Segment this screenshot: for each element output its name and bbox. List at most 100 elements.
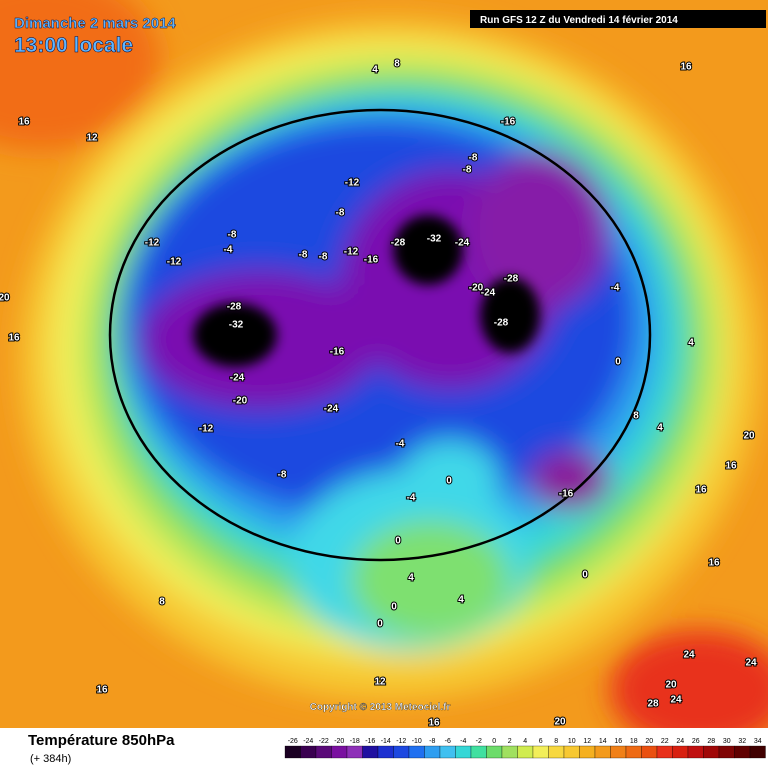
contour-label: 16 (428, 718, 440, 729)
colorbar-label: 18 (630, 738, 638, 745)
colorbar-cell (517, 745, 534, 759)
colorbar-label: 2 (508, 738, 512, 745)
colorbar-cell (424, 745, 441, 759)
colorbar-label: -12 (396, 738, 406, 745)
colorbar-cell (734, 745, 751, 759)
colorbar-label: 8 (554, 738, 558, 745)
contour-label: -12 (167, 257, 182, 268)
contour-label: 4 (458, 595, 464, 606)
zero-isotherm (108, 108, 652, 562)
colorbar-cell (579, 745, 596, 759)
contour-label: -28 (504, 274, 519, 285)
lead-time: (+ 384h) (30, 753, 71, 765)
colorbar-label: 10 (568, 738, 576, 745)
colorbar-label: 28 (707, 738, 715, 745)
colorbar-label: -8 (429, 738, 435, 745)
contour-label: -20 (233, 396, 248, 407)
colorbar-cell (284, 745, 301, 759)
date: Dimanche 2 mars 2014 (14, 15, 176, 32)
colorbar-label: -26 (288, 738, 298, 745)
colorbar-cell (362, 745, 379, 759)
colorbar-label: -2 (476, 738, 482, 745)
contour-label: 0 (446, 476, 452, 487)
contour-label: 24 (745, 658, 757, 669)
contour-label: -16 (501, 117, 516, 128)
contour-label: -12 (345, 178, 360, 189)
local-time: 13:00 locale (14, 34, 133, 57)
contour-label: -8 (319, 252, 328, 263)
colorbar-label: 24 (676, 738, 684, 745)
contour-label: 0 (377, 619, 383, 630)
colorbar-cell (656, 745, 673, 759)
colorbar-label: -16 (365, 738, 375, 745)
colorbar-cell (315, 745, 332, 759)
colorbar-label: -6 (445, 738, 451, 745)
colorbar-label: 30 (723, 738, 731, 745)
contour-label: -4 (396, 439, 405, 450)
colorbar-cell (377, 745, 394, 759)
colorbar-cell (610, 745, 627, 759)
colorbar-cell (703, 745, 720, 759)
colorbar-label: 34 (754, 738, 762, 745)
colorbar-cell (408, 745, 425, 759)
contour-label: 20 (554, 717, 566, 728)
colorbar-label: -14 (381, 738, 391, 745)
colorbar-cell (641, 745, 658, 759)
contour-label: 20 (743, 431, 755, 442)
run-info: Run GFS 12 Z du Vendredi 14 février 2014 (480, 15, 678, 26)
contour-label: -24 (324, 404, 339, 415)
colorbar-cell (501, 745, 518, 759)
contour-label: -12 (344, 247, 359, 258)
contour-label: 24 (670, 695, 682, 706)
contour-label: 16 (725, 461, 737, 472)
colorbar-label: -22 (319, 738, 329, 745)
contour-label: -16 (559, 489, 574, 500)
contour-label: -4 (611, 283, 620, 294)
contour-label: 16 (680, 62, 692, 73)
contour-label: 16 (96, 685, 108, 696)
colorbar-label: -10 (412, 738, 422, 745)
colorbar-cell (300, 745, 317, 759)
colorbar-label: -20 (334, 738, 344, 745)
contour-label: -8 (336, 208, 345, 219)
contour-label: 20 (665, 680, 677, 691)
contour-label: 4 (657, 423, 663, 434)
colorbar-cell (346, 745, 363, 759)
contour-label: -16 (364, 255, 379, 266)
contour-label: -20 (469, 283, 484, 294)
contour-label: 12 (374, 677, 386, 688)
contour-label: -24 (481, 288, 496, 299)
colorbar-cell (672, 745, 689, 759)
colorbar-label: 4 (523, 738, 527, 745)
colorbar-cell (470, 745, 487, 759)
colorbar-label: 26 (692, 738, 700, 745)
footer-title: Température 850hPa (28, 732, 175, 749)
colorbar-cell (718, 745, 735, 759)
contour-label: -32 (427, 234, 442, 245)
colorbar-label: 14 (599, 738, 607, 745)
colorbar-label: 6 (539, 738, 543, 745)
contour-label: -32 (229, 320, 244, 331)
colorbar-cell (749, 745, 766, 759)
colorbar-cell (455, 745, 472, 759)
contour-label: -28 (227, 302, 242, 313)
colorbar-label: 0 (492, 738, 496, 745)
colorbar-cell (331, 745, 348, 759)
colorbar-cell (625, 745, 642, 759)
contour-label: 8 (159, 597, 165, 608)
colorbar-cell (594, 745, 611, 759)
contour-label: 20 (0, 293, 10, 304)
contour-label: 0 (391, 602, 397, 613)
colorbar-cell (548, 745, 565, 759)
contour-label: 4 (372, 65, 378, 76)
contour-label: 28 (647, 699, 659, 710)
contour-label: -8 (228, 230, 237, 241)
contour-label: 16 (708, 558, 720, 569)
colorbar-label: 32 (738, 738, 746, 745)
contour-label: 8 (633, 411, 639, 422)
contour-label: 16 (8, 333, 20, 344)
contour-label: -16 (330, 347, 345, 358)
colorbar-label: 20 (645, 738, 653, 745)
contour-label: 16 (695, 485, 707, 496)
